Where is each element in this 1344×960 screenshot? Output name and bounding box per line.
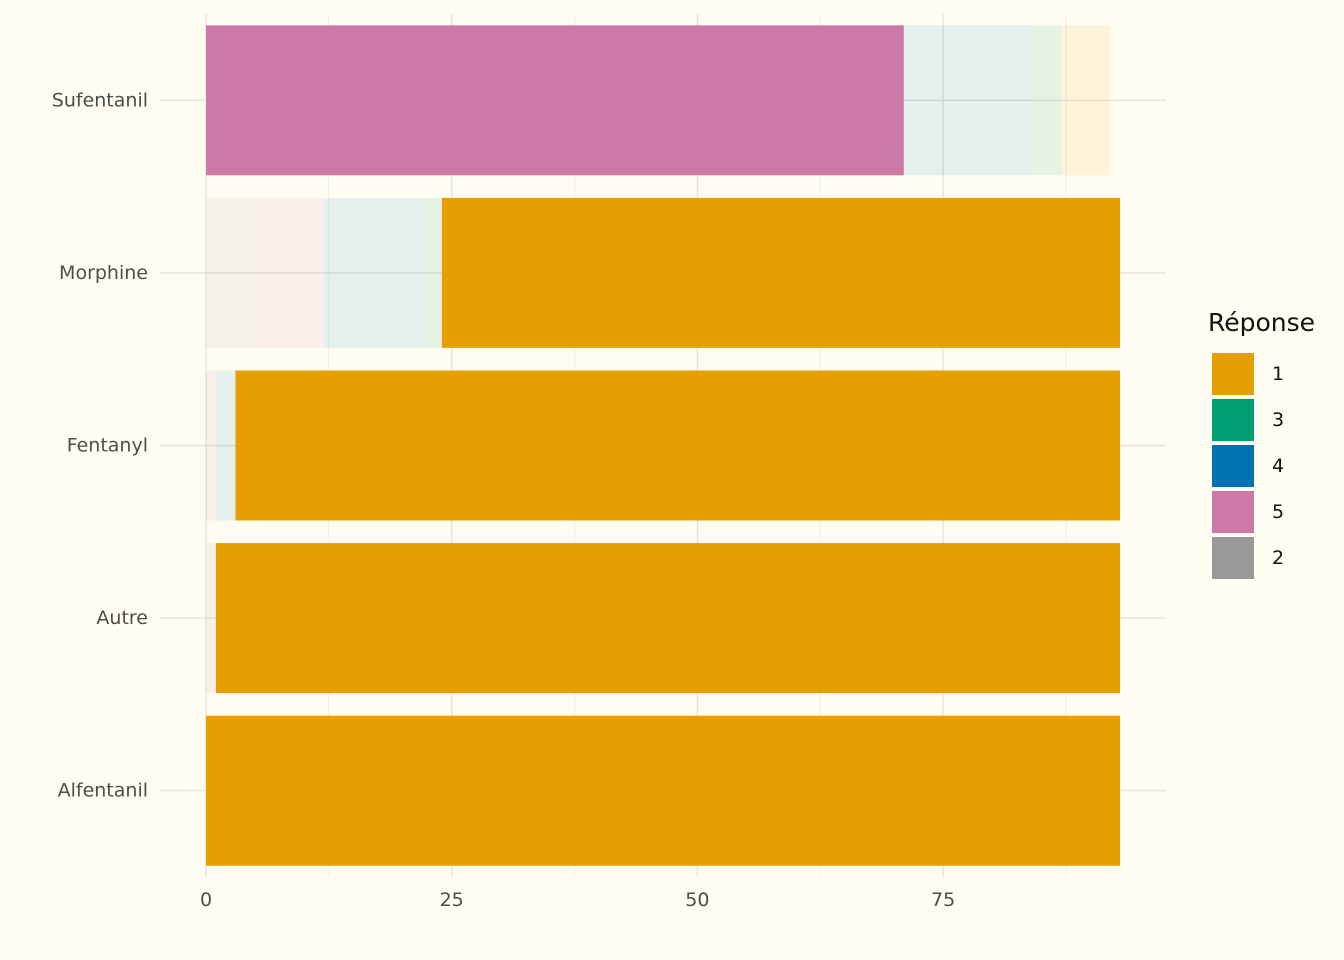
legend-item-1: 1 (1208, 351, 1338, 397)
legend-label-3: 3 (1272, 409, 1285, 431)
x-axis-labels: 0 25 50 75 (200, 889, 955, 911)
legend-label-1: 1 (1272, 363, 1285, 385)
legend-title: Réponse (1208, 308, 1316, 337)
legend: Réponse 1 3 4 5 2 (1208, 308, 1338, 581)
legend-swatch-2 (1212, 537, 1254, 579)
bar-sufentanil-reponse-4 (903, 25, 1032, 176)
legend-label-5: 5 (1272, 501, 1285, 523)
bar-sufentanil-reponse-1 (1061, 25, 1111, 176)
bar-morphine-reponse-2 (206, 197, 256, 348)
bar-alfentanil-reponse-1 (206, 715, 1120, 866)
x-tick-label-75: 75 (931, 889, 955, 911)
x-tick-label-25: 25 (440, 889, 464, 911)
bar-morphine-reponse-3 (422, 197, 442, 348)
legend-item-4: 4 (1208, 443, 1338, 489)
y-tick-label-alfentanil: Alfentanil (58, 780, 148, 802)
bar-autre-reponse-1 (215, 543, 1121, 694)
legend-item-5: 5 (1208, 489, 1338, 535)
x-tick-label-50: 50 (685, 889, 709, 911)
bar-morphine-reponse-4 (323, 197, 423, 348)
y-axis-labels: Sufentanil Morphine Fentanyl Autre Alfentani… (52, 89, 148, 801)
legend-swatch-1 (1212, 353, 1254, 395)
bars (206, 25, 1121, 866)
legend-label-4: 4 (1272, 455, 1285, 477)
bar-morphine-reponse-1 (441, 197, 1120, 348)
legend-label-2: 2 (1272, 547, 1285, 569)
legend-item-2: 2 (1208, 535, 1338, 581)
bar-fentanyl-reponse-1 (235, 370, 1120, 521)
y-tick-label-sufentanil: Sufentanil (52, 89, 148, 111)
y-tick-label-morphine: Morphine (59, 262, 148, 284)
legend-item-3: 3 (1208, 397, 1338, 443)
legend-swatch-4 (1212, 445, 1254, 487)
y-tick-label-autre: Autre (96, 607, 148, 629)
legend-swatch-5 (1212, 491, 1254, 533)
bar-sufentanil-reponse-3 (1031, 25, 1062, 176)
bar-autre-reponse-2 (206, 543, 216, 694)
y-tick-label-fentanyl: Fentanyl (67, 435, 148, 457)
bar-fentanyl-reponse-4 (215, 370, 236, 521)
bar-sufentanil-reponse-5 (206, 25, 904, 176)
legend-swatch-3 (1212, 399, 1254, 441)
bar-fentanyl-reponse-5 (206, 370, 216, 521)
bar-morphine-reponse-5 (255, 197, 324, 348)
x-tick-label-0: 0 (200, 889, 212, 911)
